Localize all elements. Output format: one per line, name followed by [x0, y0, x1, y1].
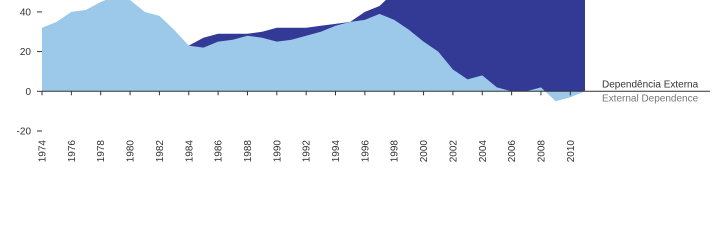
y-tick-label: 20 [20, 47, 32, 58]
plot-area [42, 0, 585, 102]
y-tick-label: 0 [25, 87, 31, 98]
x-tick-label: 1996 [360, 140, 371, 163]
x-tick-label: 1984 [184, 140, 195, 163]
x-tick-label: 1998 [390, 140, 401, 163]
x-tick-label: 2008 [536, 140, 547, 163]
x-tick-label: 2000 [419, 140, 430, 163]
y-tick-label: -20 [17, 127, 32, 138]
x-tick-label: 1974 [38, 140, 49, 163]
x-tick-label: 1982 [155, 140, 166, 163]
x-tick-label: 2006 [507, 140, 518, 163]
x-tick-label: 1978 [96, 140, 107, 163]
x-tick-label: 1988 [243, 140, 254, 163]
x-tick-label: 2010 [566, 140, 577, 163]
x-tick-label: 1990 [272, 140, 283, 163]
x-tick-label: 1986 [214, 140, 225, 163]
area [42, 0, 585, 102]
x-tick-label: 1992 [302, 140, 313, 163]
y-tick-label: 40 [20, 7, 32, 18]
x-tick-label: 1980 [126, 140, 137, 163]
x-tick-label: 2002 [448, 140, 459, 163]
chart: -20 0 20 40 1974 1976 1978 1980 1982 1984 1986 1988… [17, 0, 710, 163]
legend-label: Dependência Externa [602, 79, 699, 90]
x-tick-label: 1994 [331, 140, 342, 163]
x-tick-label: 2004 [478, 140, 489, 163]
legend-label: External Dependence [602, 93, 699, 104]
x-tick-label: 1976 [67, 140, 78, 163]
